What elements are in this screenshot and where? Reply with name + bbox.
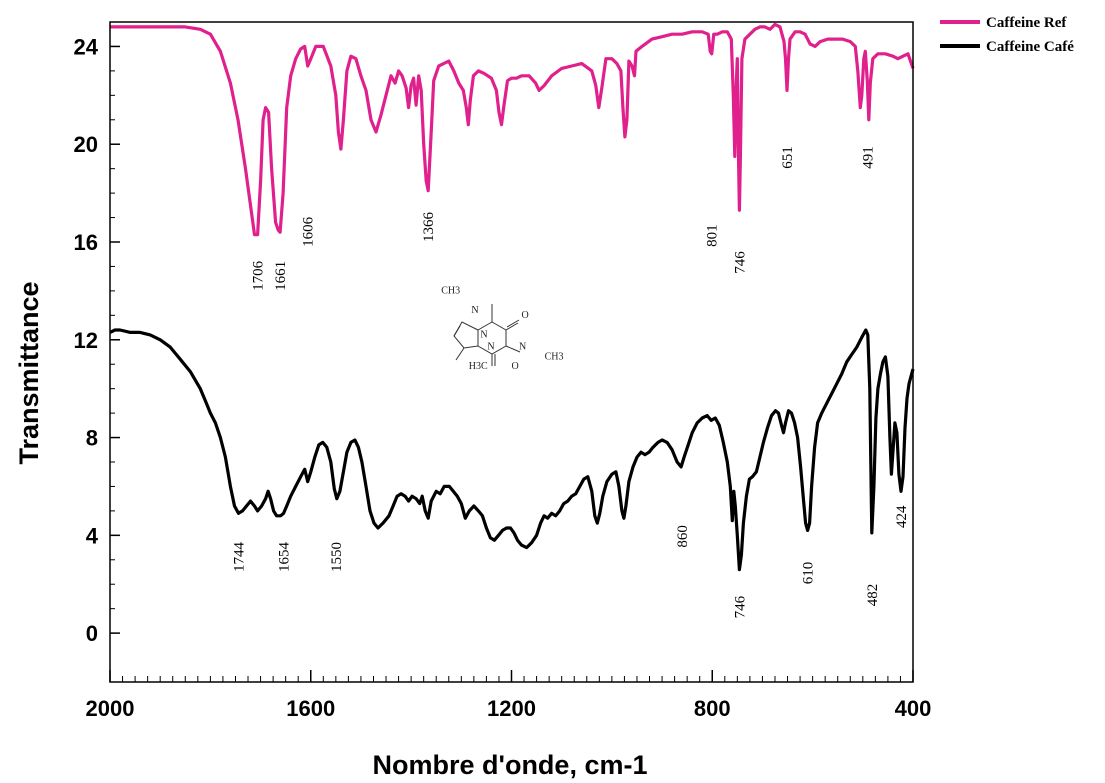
peak-label: 746 [732,251,748,274]
x-tick-label: 800 [694,696,731,721]
y-tick-label: 24 [74,34,99,59]
peak-label: 1706 [251,260,267,291]
peak-label: 1606 [301,216,317,247]
y-tick-label: 16 [74,230,98,255]
molecule-label-n-top: N [471,305,478,316]
series-line-caffeine-ref [110,22,915,237]
y-tick-label: 0 [86,621,98,646]
y-tick-label: 20 [74,132,98,157]
caffeine-structure-drawing: CH3 O N N N N CH3 O H3C [441,285,563,372]
peak-label: 424 [894,505,910,528]
molecule-label-o-bottom: O [512,361,519,372]
peak-label: 860 [675,525,691,548]
molecule-label-n-right: N [519,342,526,353]
minor-tick-marks [109,45,914,682]
peak-label: 1744 [232,542,248,573]
legend-label-caffeine-cafe: Caffeine Café [986,39,1074,55]
y-tick-label: 4 [86,523,99,548]
peak-label: 1550 [329,542,345,572]
series-layer [109,22,915,572]
peak-label: 610 [801,562,817,585]
peak-annotations: 1706 1661 1606 1366 801 746 651 491 1744 1654 1550… [232,146,911,618]
x-tick-label: 2000 [86,696,135,721]
molecule-label-o-right: O [522,310,529,321]
peak-label: 1366 [421,212,437,243]
peak-label: 1654 [277,542,293,573]
legend-label-caffeine-ref: Caffeine Ref [986,15,1067,31]
molecule-label-n-left: N [487,342,494,353]
x-tick-label: 1200 [487,696,536,721]
peak-label: 651 [780,146,796,169]
y-tick-label: 12 [74,328,98,353]
x-tick-label: 1600 [286,696,335,721]
peak-label: 491 [860,146,876,169]
molecule-label-n-imidazole: N [480,329,487,340]
y-axis-title: Transmittance [14,281,44,464]
legend: Caffeine Ref Caffeine Café [940,15,1074,55]
caffeine-structure-bonds [453,304,521,366]
x-tick-label: 400 [895,696,932,721]
molecule-label-ch3-right: CH3 [545,351,564,362]
peak-label: 801 [705,224,721,247]
molecule-label-h3c-left: H3C [469,361,488,372]
x-tick-labels: 2000 1600 1200 800 400 [86,696,932,721]
plot-frame [109,21,914,683]
peak-label: 482 [865,584,881,607]
series-line-caffeine-cafe [109,328,915,572]
peak-label: 1661 [273,261,289,291]
peak-label: 746 [732,595,748,618]
y-tick-label: 8 [86,426,98,451]
molecule-label-ch3-top: CH3 [441,285,460,296]
y-tick-labels: 0 4 8 12 16 20 24 [74,34,99,646]
x-axis-title: Nombre d'onde, cm-1 [373,750,648,780]
